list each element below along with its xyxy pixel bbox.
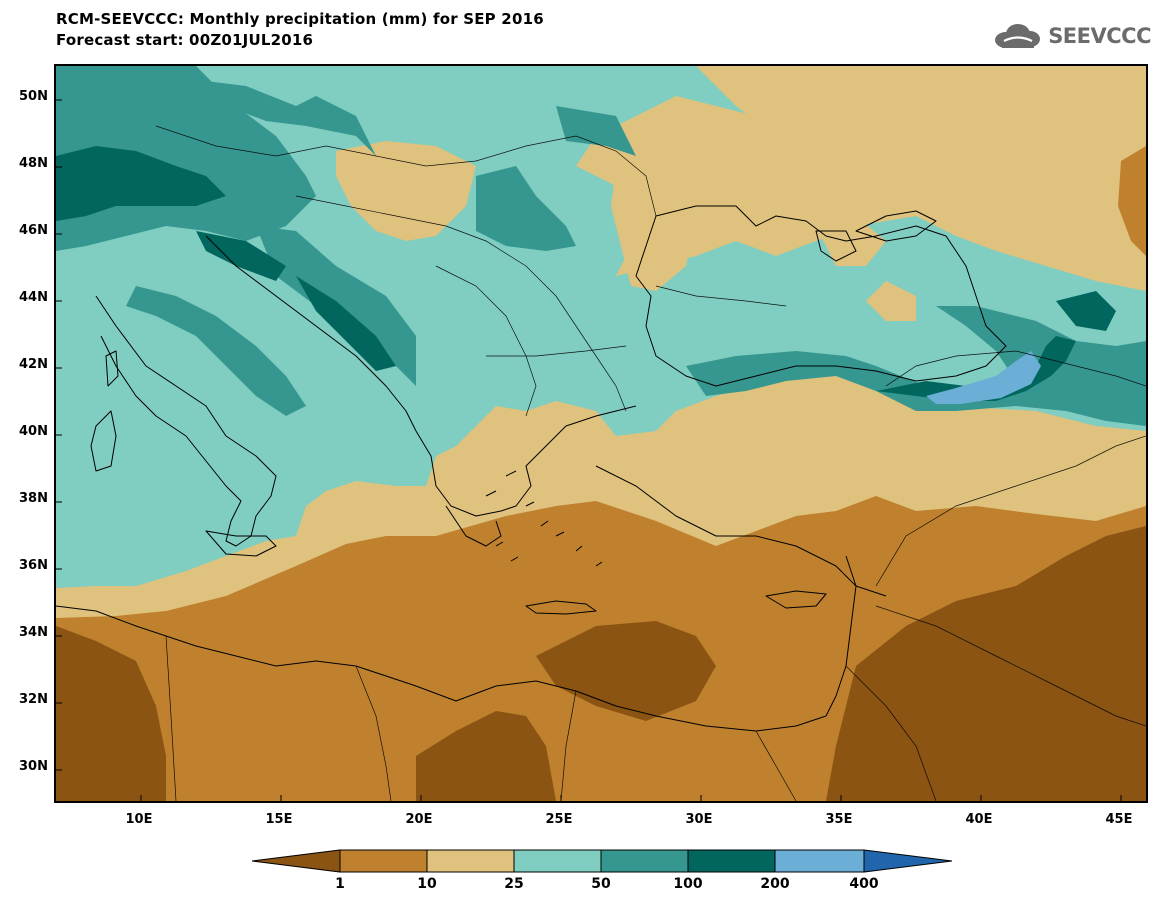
coast-blacksea: [635, 205, 1007, 387]
coast-aegean-islands: [485, 470, 603, 567]
lat-label-30n: 30N: [19, 759, 48, 774]
field-100-200: [56, 146, 226, 221]
colorbar-label-200: 200: [760, 876, 790, 892]
colorbar-lt1: [251, 849, 341, 873]
colorbar-50-100: [600, 849, 689, 873]
coast-crete: [525, 600, 597, 615]
colorbar-200-400: [774, 849, 865, 873]
coast-cyprus: [765, 590, 827, 609]
lat-label-32n: 32N: [19, 692, 48, 707]
colorbar-10-25: [426, 849, 515, 873]
colorbar-gt400: [863, 849, 953, 873]
coast-corsica: [105, 350, 119, 387]
field-lt1: [56, 626, 166, 801]
colorbar-label-100: 100: [673, 876, 703, 892]
lat-label-38n: 38N: [19, 491, 48, 506]
colorbar-label-1: 1: [335, 876, 345, 892]
colorbar-1-10: [339, 849, 428, 873]
coast-libya: [56, 605, 357, 667]
field-25-50: [56, 66, 1146, 588]
lon-label-40e: 40E: [965, 812, 993, 827]
coast-sardinia: [90, 410, 117, 472]
field-200-400: [926, 351, 1041, 404]
logo-text: SEEVCCC: [1048, 24, 1151, 48]
lat-label-34n: 34N: [19, 625, 48, 640]
borders: [155, 125, 1146, 801]
colorbar-label-50: 50: [591, 876, 611, 892]
colorbar-100-200: [687, 849, 776, 873]
lon-label-45e: 45E: [1105, 812, 1133, 827]
lat-label-40n: 40N: [19, 424, 48, 439]
coast-egypt: [355, 665, 827, 732]
coast-sicily: [205, 530, 277, 557]
lat-label-48n: 48N: [19, 156, 48, 171]
precipitation-map: [54, 64, 1148, 803]
lon-label-20e: 20E: [405, 812, 433, 827]
lon-label-30e: 30E: [685, 812, 713, 827]
coast-azov: [855, 210, 937, 242]
lat-label-50n: 50N: [19, 89, 48, 104]
colorbar: [251, 849, 953, 873]
coast-italy: [95, 295, 277, 547]
colorbar-label-400: 400: [849, 876, 879, 892]
lat-label-36n: 36N: [19, 558, 48, 573]
coast-levant: [825, 555, 857, 717]
lat-label-42n: 42N: [19, 357, 48, 372]
lon-label-10e: 10E: [125, 812, 153, 827]
colorbar-label-25: 25: [504, 876, 524, 892]
title-line-1: RCM-SEEVCCC: Monthly precipitation (mm) …: [56, 10, 544, 28]
coast-peloponnese: [445, 505, 502, 547]
cloud-logo-icon: [995, 24, 1041, 48]
colorbar-25-50: [513, 849, 602, 873]
coast-greece: [415, 405, 637, 517]
lon-label-25e: 25E: [545, 812, 573, 827]
lat-label-46n: 46N: [19, 223, 48, 238]
lon-label-15e: 15E: [265, 812, 293, 827]
colorbar-label-10: 10: [417, 876, 437, 892]
coast-crimea: [815, 230, 857, 262]
lon-label-35e: 35E: [825, 812, 853, 827]
seevccc-logo: SEEVCCC: [992, 22, 1151, 50]
lat-label-44n: 44N: [19, 290, 48, 305]
coast-turkey-south: [595, 465, 887, 597]
title-line-2: Forecast start: 00Z01JUL2016: [56, 31, 314, 49]
coast-adriatic: [205, 235, 417, 432]
